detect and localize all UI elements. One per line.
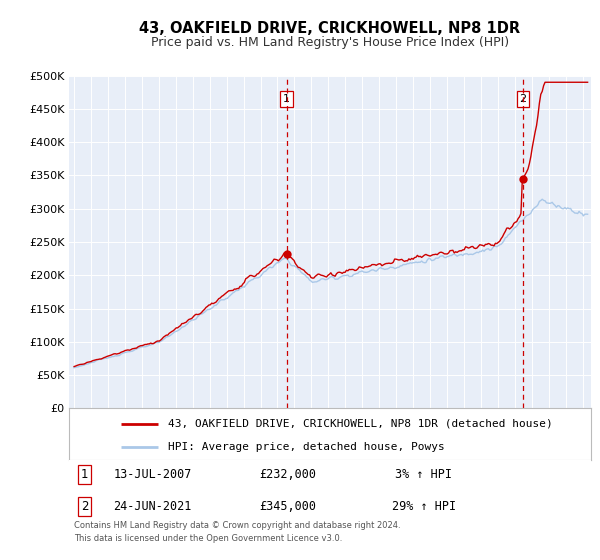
Text: 2: 2 (81, 500, 88, 513)
Text: 13-JUL-2007: 13-JUL-2007 (113, 468, 192, 482)
Text: 2: 2 (520, 94, 526, 104)
Text: HPI: Average price, detached house, Powys: HPI: Average price, detached house, Powy… (168, 442, 445, 451)
Text: 24-JUN-2021: 24-JUN-2021 (113, 500, 192, 513)
Text: 3% ↑ HPI: 3% ↑ HPI (395, 468, 452, 482)
Text: 43, OAKFIELD DRIVE, CRICKHOWELL, NP8 1DR: 43, OAKFIELD DRIVE, CRICKHOWELL, NP8 1DR (139, 21, 521, 36)
Text: 43, OAKFIELD DRIVE, CRICKHOWELL, NP8 1DR (detached house): 43, OAKFIELD DRIVE, CRICKHOWELL, NP8 1DR… (168, 419, 553, 429)
Text: £232,000: £232,000 (260, 468, 317, 482)
Text: 1: 1 (283, 94, 290, 104)
Text: This data is licensed under the Open Government Licence v3.0.: This data is licensed under the Open Gov… (74, 534, 343, 543)
Text: Contains HM Land Registry data © Crown copyright and database right 2024.: Contains HM Land Registry data © Crown c… (74, 521, 401, 530)
Text: Price paid vs. HM Land Registry's House Price Index (HPI): Price paid vs. HM Land Registry's House … (151, 36, 509, 49)
Text: £345,000: £345,000 (260, 500, 317, 513)
Text: 29% ↑ HPI: 29% ↑ HPI (392, 500, 456, 513)
Text: 1: 1 (81, 468, 88, 482)
